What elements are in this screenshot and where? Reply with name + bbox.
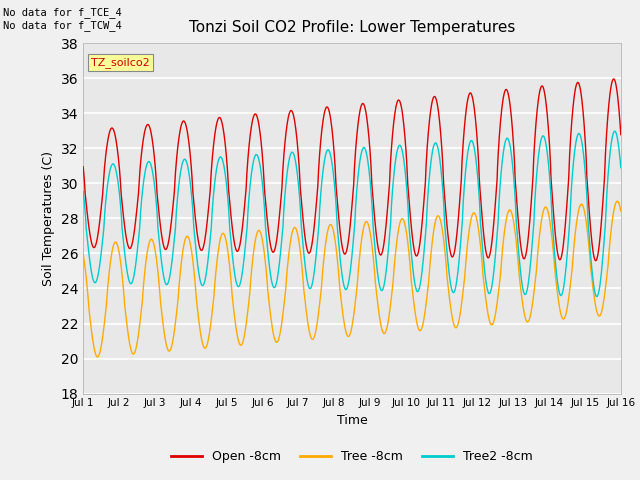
Legend: Open -8cm, Tree -8cm, Tree2 -8cm: Open -8cm, Tree -8cm, Tree2 -8cm — [166, 445, 538, 468]
Text: TZ_soilco2: TZ_soilco2 — [92, 57, 150, 68]
Title: Tonzi Soil CO2 Profile: Lower Temperatures: Tonzi Soil CO2 Profile: Lower Temperatur… — [189, 20, 515, 35]
X-axis label: Time: Time — [337, 414, 367, 427]
Y-axis label: Soil Temperatures (C): Soil Temperatures (C) — [42, 151, 55, 286]
Text: No data for f_TCE_4
No data for f_TCW_4: No data for f_TCE_4 No data for f_TCW_4 — [3, 7, 122, 31]
